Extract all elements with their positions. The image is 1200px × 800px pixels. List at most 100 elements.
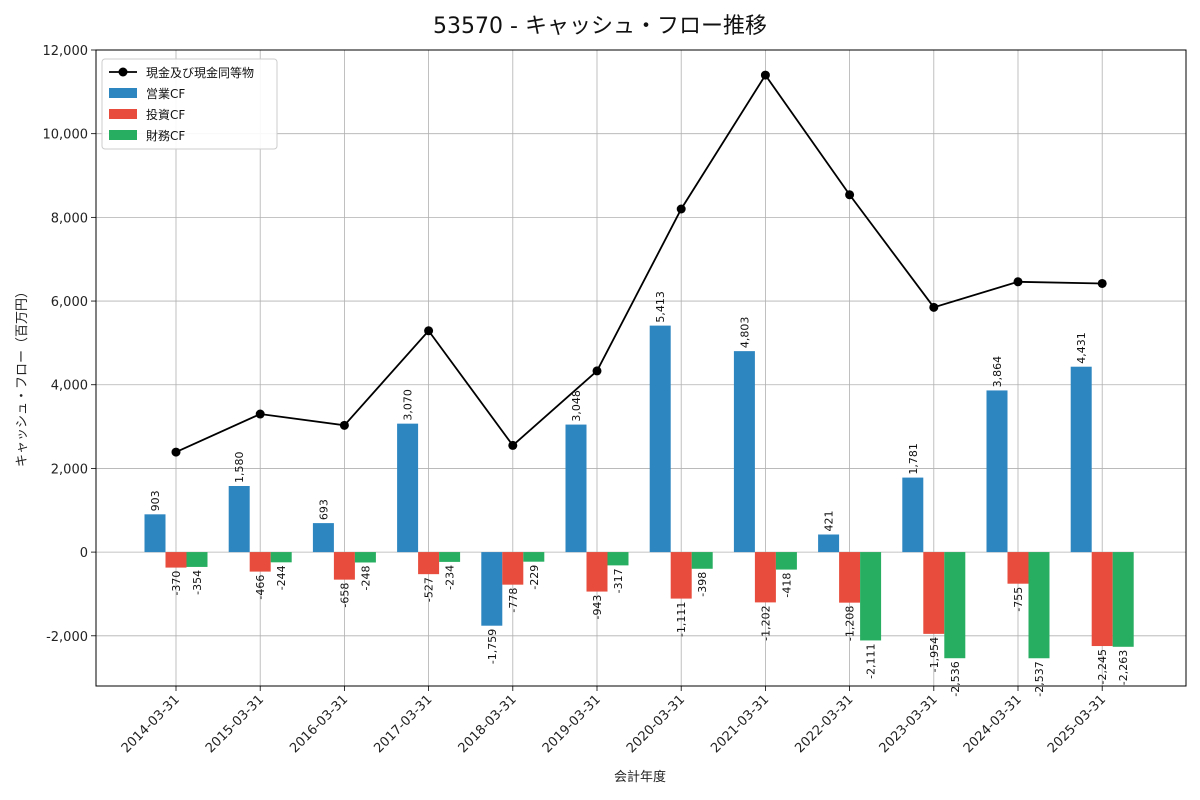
labels-layer: 903 1,580 693 3,070 -1,759 3,048 5,413 4,803 421… [149,291,1130,697]
x-tick-label: 2016-03-31 [287,692,351,756]
bar [1091,552,1113,647]
bar [1007,552,1029,584]
bar [586,552,608,592]
bar [439,552,461,562]
y-tick-label: -2,000 [46,630,88,645]
bar-value-label: -2,537 [1033,661,1046,696]
bar [818,534,840,553]
bar-value-label: -755 [1012,587,1025,612]
bar-value-label: -778 [507,588,520,613]
bar-value-label: -1,954 [928,637,941,672]
bar [144,514,166,553]
bar [1028,552,1050,659]
cash-point [592,366,602,376]
y-axis-label: キャッシュ・フロー（百万円） [15,285,30,467]
bar [523,552,545,562]
legend-label: 営業CF [146,87,185,101]
bar [228,485,250,553]
bar [481,552,503,626]
bar [860,552,882,641]
chart-title: 53570 - キャッシュ・フロー推移 [433,14,767,39]
bar [502,552,524,585]
legend-label: 現金及び現金同等物 [146,65,254,80]
bar-value-label: 693 [317,499,330,520]
legend-box [101,58,278,150]
cash-point [845,190,855,200]
plot-frame [95,49,1187,687]
bar-value-label: 1,781 [907,443,920,475]
x-tick-label: 2018-03-31 [456,692,520,756]
cash-point [171,447,181,457]
y-tick-label: 10,000 [43,128,89,143]
bar [354,552,376,563]
legend-label: 財務CF [146,128,185,143]
cash-point [676,204,686,214]
bar [670,552,692,599]
bar [986,390,1008,553]
bar-value-label: -943 [591,595,604,620]
cash-point [424,326,434,336]
x-tick-label: 2023-03-31 [877,692,941,756]
bar-value-label: -2,245 [1096,649,1109,684]
cash-point [929,302,939,312]
bar-value-label: -354 [191,570,204,595]
x-axis-label: 会計年度 [614,769,666,785]
cash-point [1097,278,1107,288]
bar-value-label: -2,263 [1117,650,1130,685]
bar-value-label: -234 [444,565,457,590]
bar-value-label: 4,803 [738,317,751,349]
x-tick-label: 2025-03-31 [1045,692,1109,756]
bar-value-label: -658 [338,583,351,608]
y-tick-label: 4,000 [51,379,88,394]
bar [1070,366,1092,553]
cash-point [508,440,518,450]
bar-value-label: -370 [170,571,183,596]
bar [397,423,419,553]
y-tick-label: 8,000 [51,211,88,226]
bar [607,552,629,566]
cash-point [255,409,265,419]
bar-value-label: -527 [423,577,436,602]
bar [418,552,440,575]
bar [333,552,355,580]
bar [270,552,292,563]
bar-value-label: 3,070 [402,389,415,421]
y-tick-label: 0 [80,546,88,561]
bar-value-label: -1,208 [844,606,857,641]
cash-point [1013,277,1023,287]
bar [649,325,671,553]
bar [565,424,587,553]
bar-value-label: -466 [254,575,267,600]
bar [249,552,271,572]
axes-layer: -2,000 0 2,000 4,000 6,000 8,000 10,000 12,000 2… [43,44,1187,756]
bar [1112,552,1134,647]
bar-value-label: -229 [528,565,541,590]
y-tick-label: 12,000 [43,44,89,59]
legend-swatch [109,109,137,119]
bar-value-label: -1,111 [675,602,688,637]
legend-swatch [109,130,137,140]
bar-value-label: -317 [612,568,625,593]
bar [923,552,945,634]
x-tick-label: 2015-03-31 [203,692,267,756]
bar-value-label: 903 [149,490,162,511]
bar [312,523,334,553]
cash-line [175,73,1103,453]
x-tick-label: 2022-03-31 [792,692,856,756]
bar-value-label: 1,580 [233,451,246,483]
x-tick-label: 2019-03-31 [540,692,604,756]
bar [902,477,924,553]
bar [733,351,755,553]
bar-value-label: 5,413 [654,291,667,323]
bar-value-label: -1,202 [759,605,772,640]
bar [775,552,797,570]
bar-value-label: -2,111 [865,643,878,678]
bar [754,552,776,603]
x-tick-label: 2024-03-31 [961,692,1025,756]
legend-swatch [109,88,137,98]
bar-value-label: 4,431 [1075,332,1088,364]
bars-layer [144,325,1134,659]
